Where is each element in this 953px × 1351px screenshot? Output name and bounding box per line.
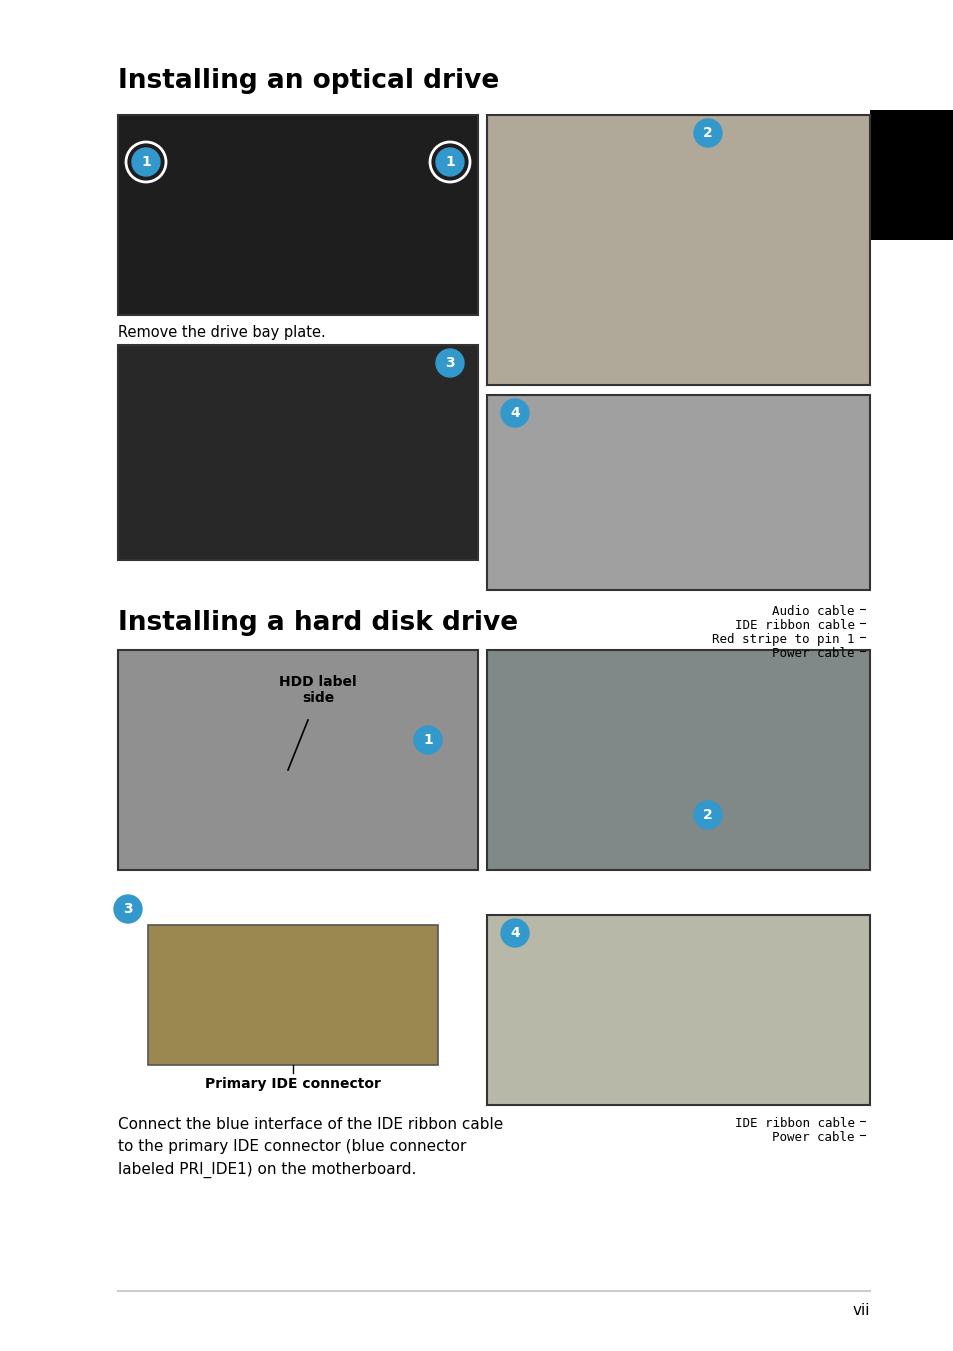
Text: Audio cable: Audio cable — [772, 605, 854, 617]
Text: Primary IDE connector: Primary IDE connector — [205, 1077, 380, 1092]
Circle shape — [414, 725, 441, 754]
Circle shape — [132, 149, 160, 176]
Text: 1: 1 — [445, 155, 455, 169]
Circle shape — [693, 119, 721, 147]
Bar — [486, 394, 869, 590]
Bar — [118, 115, 477, 315]
Circle shape — [113, 894, 142, 923]
Bar — [486, 115, 869, 385]
Bar — [869, 109, 953, 240]
Text: Installing a hard disk drive: Installing a hard disk drive — [118, 611, 517, 636]
Text: Remove the drive bay plate.: Remove the drive bay plate. — [118, 326, 325, 340]
Text: Installing an optical drive: Installing an optical drive — [118, 68, 498, 95]
Circle shape — [693, 801, 721, 830]
Text: 4: 4 — [510, 925, 519, 940]
Text: vii: vii — [852, 1302, 869, 1319]
Bar — [486, 650, 869, 870]
Bar — [118, 650, 477, 870]
Text: 2: 2 — [702, 808, 712, 821]
Bar — [148, 925, 437, 1065]
Text: IDE ribbon cable: IDE ribbon cable — [734, 619, 854, 632]
Bar — [486, 915, 869, 1105]
Text: Red stripe to pin 1: Red stripe to pin 1 — [712, 634, 854, 646]
Text: HDD label
side: HDD label side — [279, 676, 356, 705]
Text: 3: 3 — [445, 357, 455, 370]
Text: 2: 2 — [702, 126, 712, 141]
Text: 1: 1 — [141, 155, 151, 169]
Text: 3: 3 — [123, 902, 132, 916]
Text: 4: 4 — [510, 407, 519, 420]
Text: Power cable: Power cable — [772, 1131, 854, 1144]
Text: Power cable: Power cable — [772, 647, 854, 661]
Circle shape — [436, 349, 463, 377]
Text: Connect the blue interface of the IDE ribbon cable
to the primary IDE connector : Connect the blue interface of the IDE ri… — [118, 1117, 503, 1178]
Text: IDE ribbon cable: IDE ribbon cable — [734, 1117, 854, 1129]
Circle shape — [436, 149, 463, 176]
Bar — [118, 345, 477, 561]
Text: 1: 1 — [423, 734, 433, 747]
Circle shape — [500, 399, 529, 427]
Circle shape — [500, 919, 529, 947]
